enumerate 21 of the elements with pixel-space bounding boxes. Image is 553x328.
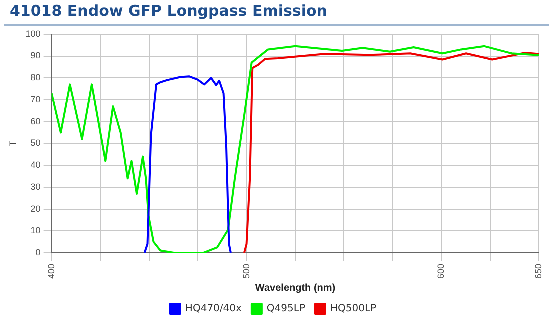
y-tick-label: 80 — [30, 72, 41, 83]
y-tick-label: 100 — [26, 28, 41, 39]
x-tick-label: 600 — [436, 264, 446, 280]
y-tick-label: 0 — [36, 247, 41, 258]
legend-label: HQ470/40x — [185, 304, 242, 315]
x-tick-label: 650 — [534, 264, 544, 280]
y-tick-label: 10 — [30, 226, 41, 236]
y-tick-label: 50 — [30, 138, 41, 148]
y-tick-label: 40 — [30, 160, 41, 170]
x-tick-label: 400 — [46, 264, 56, 280]
x-tick-label: 500 — [241, 264, 252, 280]
y-tick-label: 20 — [30, 204, 41, 214]
legend-label: HQ500LP — [330, 304, 377, 315]
y-tick-label: 30 — [30, 182, 41, 192]
legend-label: Q495LP — [266, 304, 306, 315]
y-tick-label: 60 — [30, 116, 41, 126]
y-tick-label: 90 — [30, 50, 41, 61]
chart-title: 41018 Endow GFP Longpass Emission — [4, 0, 549, 26]
x-axis-title: Wavelength (nm) — [255, 282, 336, 294]
y-axis-title: T — [8, 140, 18, 146]
y-tick-label: 70 — [30, 94, 41, 104]
